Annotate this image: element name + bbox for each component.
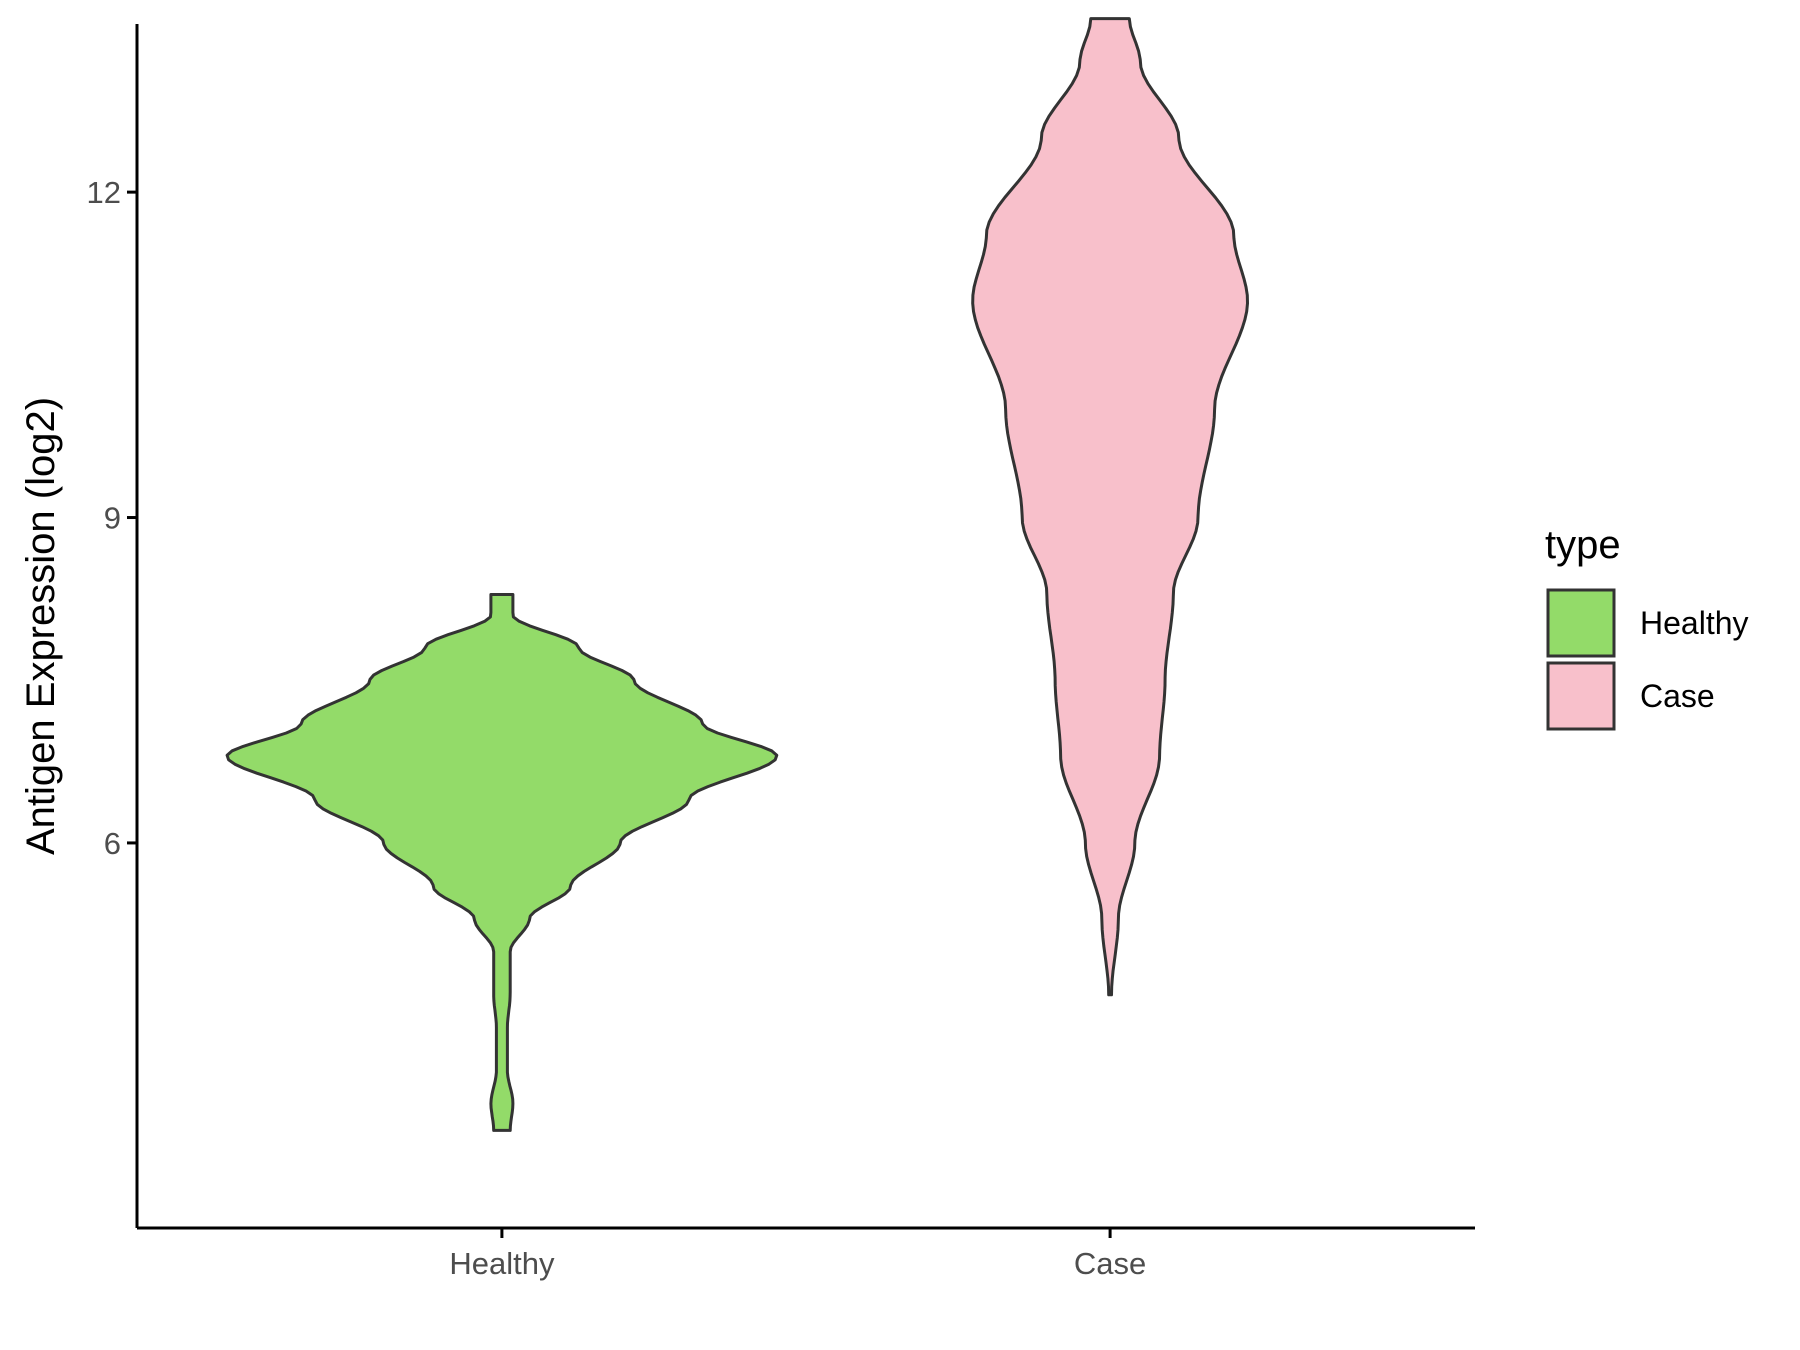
legend-label-healthy: Healthy xyxy=(1640,605,1749,641)
y-tick-label: 9 xyxy=(104,501,121,536)
x-tick-label-healthy: Healthy xyxy=(449,1246,555,1281)
x-axis-ticks: Healthy Case xyxy=(449,1228,1146,1281)
y-axis-ticks: 6 9 12 xyxy=(87,175,137,861)
x-tick-label-case: Case xyxy=(1074,1246,1146,1281)
violin-healthy xyxy=(225,593,779,1132)
legend-entries: Healthy Case xyxy=(1546,588,1749,731)
violin-case xyxy=(971,17,1249,997)
y-axis-title: Antigen Expression (log2) xyxy=(19,397,63,855)
violin-layer xyxy=(225,17,1249,1132)
legend-label-case: Case xyxy=(1640,678,1715,714)
legend-swatch-case xyxy=(1546,661,1616,731)
y-tick-label: 12 xyxy=(87,175,121,210)
legend-swatch-healthy xyxy=(1546,588,1616,658)
y-tick-label: 6 xyxy=(104,826,121,861)
legend-title: type xyxy=(1545,523,1621,567)
legend: type Healthy Case xyxy=(1545,523,1749,731)
